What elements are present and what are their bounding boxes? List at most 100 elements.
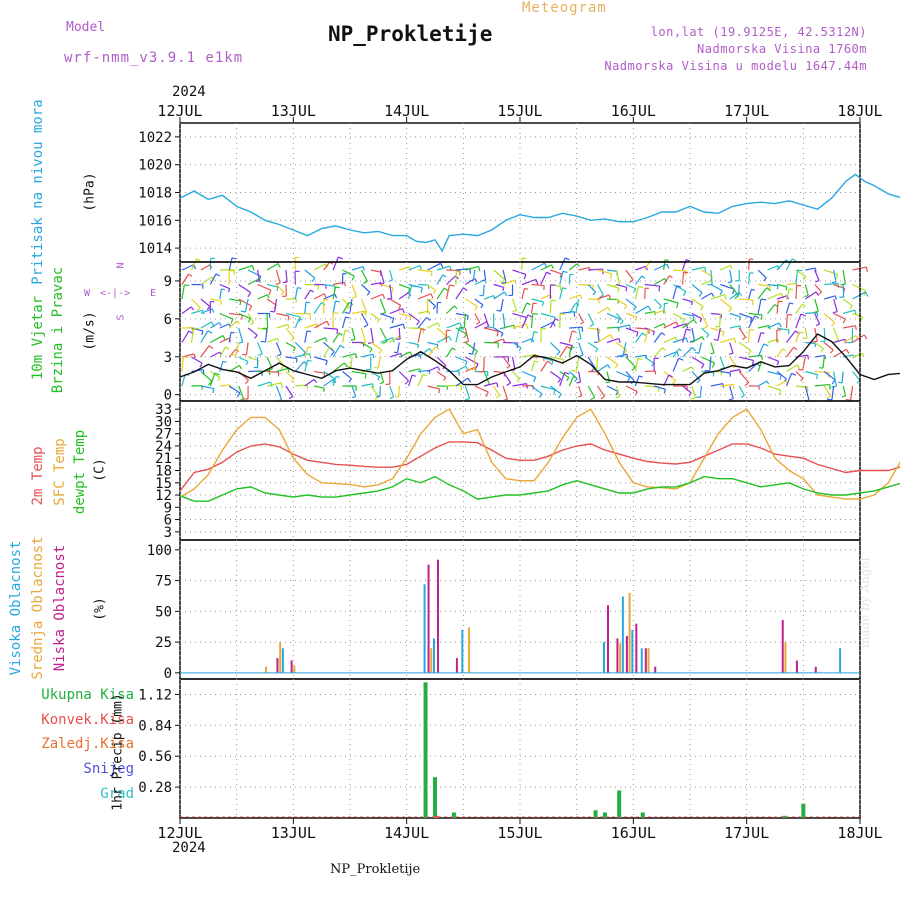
wind-barb-flag: [217, 377, 221, 382]
wind-barb-shaft: [238, 356, 249, 363]
wind-barb-flag: [618, 338, 621, 343]
wind-barb-shaft: [616, 283, 628, 289]
wind-barb-shaft: [549, 300, 552, 314]
wind-barb-shaft: [597, 269, 612, 275]
bar-precip: [433, 777, 437, 818]
wind-barb-shaft: [748, 272, 751, 285]
wind-barb-shaft: [530, 313, 534, 329]
wind-barb-flag: [409, 351, 413, 356]
wind-barb-flag: [793, 346, 798, 351]
wind-barb-shaft: [833, 312, 846, 320]
wind-barb-flag: [740, 395, 745, 399]
elevation-model-label: Nadmorska Visina u modelu 1647.44m: [604, 59, 867, 73]
wind-barb-flag: [570, 346, 575, 349]
wind-barb-shaft: [635, 305, 649, 315]
x-tick-label-top: 17JUL: [724, 102, 769, 120]
wind-barb-shaft: [500, 298, 504, 312]
wind-barb-flag: [419, 265, 423, 270]
wind-barb-shaft: [341, 316, 346, 329]
x-tick-label-top: 15JUL: [497, 102, 542, 120]
wind-barb-shaft: [785, 373, 793, 387]
wind-barb-flag: [324, 337, 328, 342]
wind-barb-flag: [820, 348, 825, 353]
wind-barb-shaft: [719, 298, 733, 309]
wind-barb-shaft: [615, 313, 624, 322]
wind-barb-shaft: [531, 385, 543, 395]
wind-barb-shaft: [370, 293, 384, 300]
wind-barb-flag: [669, 275, 673, 279]
wind-barb-shaft: [219, 346, 227, 358]
bar-precip: [423, 682, 428, 818]
wind-barb-shaft: [691, 327, 696, 341]
wind-barb-flag: [663, 309, 667, 314]
wind-barb-flag: [496, 382, 499, 388]
wind-barb-shaft: [200, 321, 212, 329]
wind-barb-shaft: [408, 374, 413, 387]
wind-barb-shaft: [823, 385, 831, 397]
y-tick-label-temp: 21: [155, 451, 172, 467]
wind-barb-shaft: [521, 314, 529, 329]
wind-barb-flag: [791, 258, 797, 262]
wind-barb-shaft: [285, 312, 301, 318]
wind-barb-flag: [595, 348, 599, 353]
wind-barb-shaft: [446, 384, 462, 387]
wind-barb-shaft: [396, 342, 400, 353]
wind-barb-shaft: [360, 313, 369, 326]
wind-barb-shaft: [795, 313, 802, 329]
wind-barb-shaft: [634, 275, 643, 285]
wind-barb-shaft: [323, 293, 336, 300]
wind-barb-shaft: [578, 342, 584, 356]
wind-barb-shaft: [228, 348, 237, 358]
x-tick-label-top: 13JUL: [271, 102, 316, 120]
wind-barb-shaft: [540, 312, 556, 318]
wind-barb-flag: [448, 336, 452, 342]
wind-barb-shaft: [757, 269, 767, 279]
wind-barb-shaft: [360, 327, 367, 343]
wind-barb-shaft: [597, 306, 609, 315]
wind-barb-flag: [638, 285, 644, 289]
wind-barb-flag: [496, 331, 499, 337]
wind-barb-shaft: [446, 305, 455, 314]
bar-cloud: [265, 666, 267, 673]
wind-barb-shaft: [757, 332, 762, 343]
bar-cloud: [468, 627, 471, 673]
wind-barb-shaft: [389, 385, 395, 398]
wind-barb-shaft: [559, 257, 566, 271]
wind-barb-shaft: [606, 337, 619, 344]
wind-barb-flag: [666, 263, 670, 269]
wind-barb-flag: [728, 307, 733, 313]
wind-barb-shaft: [418, 369, 430, 373]
wind-barb-shaft: [672, 358, 680, 372]
wind-barb-shaft: [795, 303, 803, 314]
footer-station: NP_Prokletije: [330, 862, 421, 877]
wind-barb-flag: [605, 381, 610, 384]
wind-barb-shaft: [502, 385, 508, 400]
wind-barb-shaft: [814, 313, 821, 325]
wind-barb-shaft: [342, 302, 350, 314]
wind-barb-shaft: [398, 371, 409, 382]
wind-barb-shaft: [341, 330, 346, 343]
wind-barb-shaft: [228, 257, 233, 271]
wind-barb-shaft: [691, 356, 705, 365]
wind-barb-flag: [754, 315, 760, 319]
wind-barb-flag: [245, 361, 249, 366]
wind-barb-shaft: [616, 370, 631, 378]
wind-barb-shaft: [833, 371, 838, 387]
wind-barb-shaft: [455, 377, 469, 387]
wind-barb-shaft: [342, 298, 351, 307]
wind-barb-shaft: [578, 327, 582, 339]
wind-barb-flag: [196, 307, 201, 311]
wind-barb-flag: [534, 360, 539, 363]
wind-barb-shaft: [274, 298, 278, 313]
wind-barb-shaft: [842, 335, 857, 344]
wind-barb-shaft: [681, 328, 687, 343]
wind-barb-flag: [705, 334, 710, 338]
wind-barb-shaft: [304, 302, 307, 314]
wind-barb-shaft: [625, 385, 638, 393]
bar-cloud: [279, 642, 282, 673]
y-tick-label-temp: 3: [164, 525, 172, 541]
wind-barb-shaft: [530, 331, 535, 343]
bar-precip: [451, 812, 456, 818]
wind-barb-shaft: [738, 371, 750, 383]
wind-barb-shaft: [691, 312, 702, 320]
